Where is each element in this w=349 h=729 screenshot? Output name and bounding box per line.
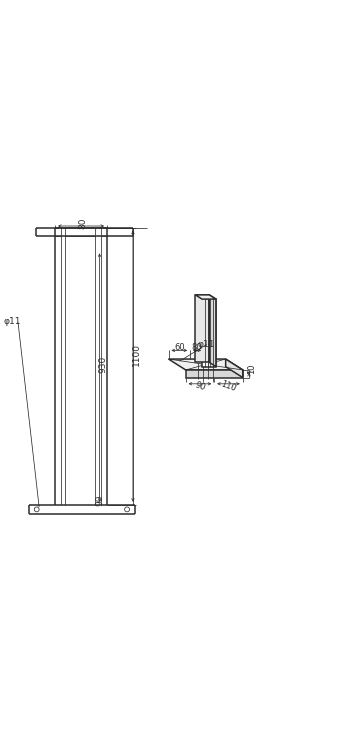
Polygon shape [195,295,216,299]
Polygon shape [169,359,243,370]
Text: 930: 930 [98,356,107,373]
Polygon shape [186,370,243,378]
Polygon shape [226,359,243,378]
Polygon shape [202,299,216,367]
Text: 110: 110 [220,380,237,394]
Text: 80: 80 [78,217,87,229]
Polygon shape [195,295,209,362]
Text: 90: 90 [193,381,206,393]
Text: φ11: φ11 [197,340,215,349]
Text: 80: 80 [192,343,202,352]
Text: 90: 90 [96,495,105,507]
Polygon shape [209,295,216,367]
Text: φ11: φ11 [3,316,21,326]
Text: 10: 10 [247,363,256,374]
Text: 1100: 1100 [132,343,141,366]
Text: 60: 60 [174,343,185,352]
